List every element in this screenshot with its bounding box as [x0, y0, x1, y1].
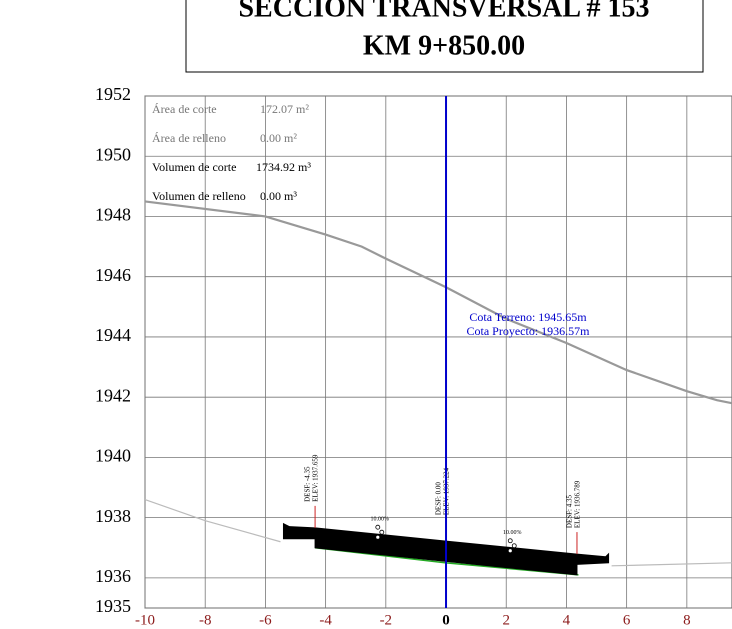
x-tick-label: -2: [380, 612, 393, 628]
slope-marker: [507, 548, 513, 554]
y-tick-label: 1944: [95, 325, 131, 345]
info-label: Área de relleno: [152, 131, 226, 145]
center-label: Cota Proyecto: 1936.57m: [467, 324, 591, 338]
chart-title: SECCION TRANSVERSAL # 153: [238, 0, 649, 23]
offset-label: DESF: 4.35 ELEV: 1936.789: [566, 480, 582, 528]
offset-label-text: ELEV: 1936.789: [574, 480, 582, 528]
x-tick-label: 0: [442, 612, 450, 628]
y-tick-label: 1948: [95, 205, 131, 225]
info-label: Volumen de relleno: [152, 189, 246, 203]
slope-marker: [511, 543, 517, 549]
x-tick-label: -10: [135, 612, 155, 628]
info-label: Volumen de corte: [152, 160, 236, 174]
info-label: Área de corte: [152, 102, 217, 116]
offset-label-text: DESF: 4.35: [566, 495, 574, 529]
info-value: 0.00 m³: [260, 189, 297, 203]
series-line: [611, 562, 732, 567]
x-tick-label: 6: [623, 612, 631, 628]
slope-label: 10.00%: [371, 517, 390, 523]
offset-label: DESF: 0.00ELEV: 1937.224: [435, 467, 451, 515]
offset-label-text: DESF: 0.00: [435, 482, 443, 516]
y-tick-label: 1950: [95, 144, 131, 164]
x-tick-label: 8: [683, 612, 691, 628]
info-value: 0.00 m²: [260, 131, 297, 145]
center-label: Cota Terreno: 1945.65m: [469, 310, 587, 324]
offset-label-text: DESF: -4.35: [304, 466, 312, 502]
x-tick-label: 4: [563, 612, 571, 628]
series-line: [144, 200, 732, 405]
x-tick-label: -6: [259, 612, 272, 628]
info-value: 172.07 m²: [260, 102, 309, 116]
title-box: [185, 0, 704, 73]
y-tick-label: 1940: [95, 446, 131, 466]
slope-marker: [375, 534, 381, 540]
info-value: 1734.92 m³: [256, 160, 311, 174]
y-tick-label: 1942: [95, 385, 131, 405]
y-tick-label: 1938: [95, 506, 131, 526]
series-line: [144, 499, 281, 543]
x-tick-label: -8: [199, 612, 212, 628]
offset-label-text: ELEV: 1937.659: [312, 454, 320, 502]
y-tick-label: 1935: [95, 596, 131, 616]
slope-marker: [507, 538, 513, 544]
slope-marker: [379, 529, 385, 535]
slope-label: 10.00%: [503, 530, 522, 536]
y-tick-label: 1952: [95, 84, 131, 104]
x-tick-label: -4: [319, 612, 332, 628]
chart-subtitle: KM 9+850.00: [363, 30, 525, 61]
offset-label: DESF: -4.35 ELEV: 1937.659: [304, 454, 320, 502]
x-tick-label: 2: [502, 612, 510, 628]
slope-marker: [375, 524, 381, 530]
y-tick-label: 1946: [95, 265, 131, 285]
y-tick-label: 1936: [95, 566, 131, 586]
